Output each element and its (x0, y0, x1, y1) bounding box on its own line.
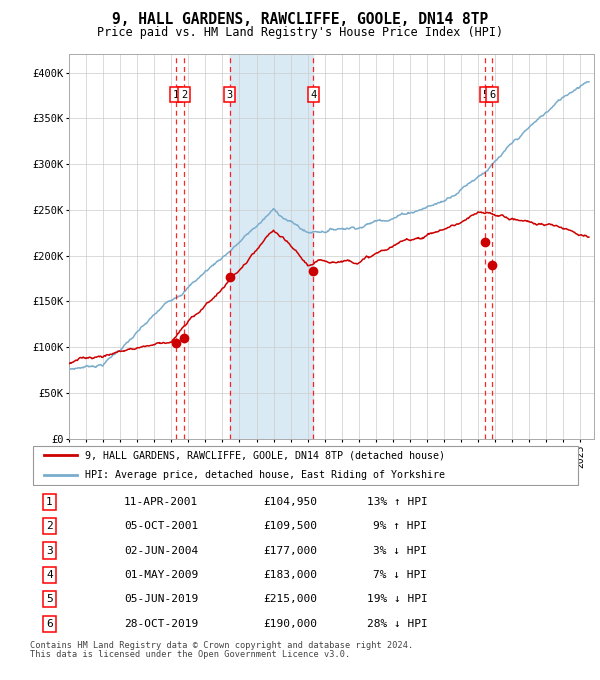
Text: £177,000: £177,000 (263, 545, 317, 556)
Text: 9, HALL GARDENS, RAWCLIFFE, GOOLE, DN14 8TP (detached house): 9, HALL GARDENS, RAWCLIFFE, GOOLE, DN14 … (85, 450, 445, 460)
Text: £104,950: £104,950 (263, 497, 317, 507)
Text: £190,000: £190,000 (263, 619, 317, 628)
Text: 5: 5 (46, 594, 53, 605)
FancyBboxPatch shape (33, 445, 578, 485)
Text: 2: 2 (46, 521, 53, 531)
Text: 4: 4 (310, 90, 316, 100)
Text: 5: 5 (482, 90, 488, 100)
Text: 13% ↑ HPI: 13% ↑ HPI (367, 497, 427, 507)
Text: 05-JUN-2019: 05-JUN-2019 (124, 594, 198, 605)
Text: 02-JUN-2004: 02-JUN-2004 (124, 545, 198, 556)
Text: 3: 3 (226, 90, 233, 100)
Text: 1: 1 (173, 90, 179, 100)
Text: 3: 3 (46, 545, 53, 556)
Text: 6: 6 (489, 90, 495, 100)
Text: 28% ↓ HPI: 28% ↓ HPI (367, 619, 427, 628)
Text: 7% ↓ HPI: 7% ↓ HPI (373, 570, 427, 580)
Text: 28-OCT-2019: 28-OCT-2019 (124, 619, 198, 628)
Text: £183,000: £183,000 (263, 570, 317, 580)
Text: £109,500: £109,500 (263, 521, 317, 531)
Bar (230, 54, 313, 439)
Text: 3% ↓ HPI: 3% ↓ HPI (373, 545, 427, 556)
Text: 4: 4 (46, 570, 53, 580)
Text: 1: 1 (46, 497, 53, 507)
Text: HPI: Average price, detached house, East Riding of Yorkshire: HPI: Average price, detached house, East… (85, 470, 445, 480)
Text: 11-APR-2001: 11-APR-2001 (124, 497, 198, 507)
Text: This data is licensed under the Open Government Licence v3.0.: This data is licensed under the Open Gov… (30, 650, 350, 659)
Text: 01-MAY-2009: 01-MAY-2009 (124, 570, 198, 580)
Text: 6: 6 (46, 619, 53, 628)
Text: £215,000: £215,000 (263, 594, 317, 605)
Text: 05-OCT-2001: 05-OCT-2001 (124, 521, 198, 531)
Text: 2: 2 (181, 90, 187, 100)
Text: 9% ↑ HPI: 9% ↑ HPI (373, 521, 427, 531)
Text: Contains HM Land Registry data © Crown copyright and database right 2024.: Contains HM Land Registry data © Crown c… (30, 641, 413, 649)
Text: 19% ↓ HPI: 19% ↓ HPI (367, 594, 427, 605)
Text: 9, HALL GARDENS, RAWCLIFFE, GOOLE, DN14 8TP: 9, HALL GARDENS, RAWCLIFFE, GOOLE, DN14 … (112, 12, 488, 27)
Text: Price paid vs. HM Land Registry's House Price Index (HPI): Price paid vs. HM Land Registry's House … (97, 26, 503, 39)
